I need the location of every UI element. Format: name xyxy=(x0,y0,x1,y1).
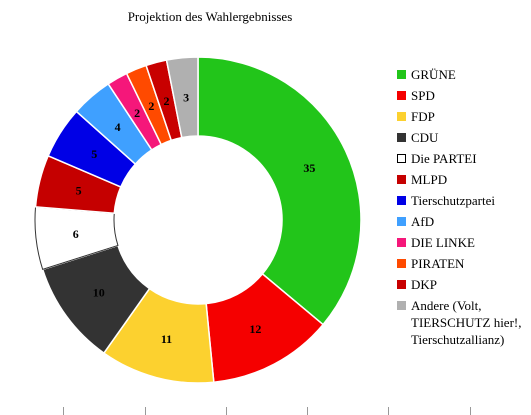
legend-label: CDU xyxy=(411,130,439,145)
data-label: 4 xyxy=(115,120,121,134)
legend-swatch xyxy=(397,154,406,163)
data-label: 2 xyxy=(148,99,154,113)
legend-swatch xyxy=(397,196,406,205)
legend-swatch xyxy=(397,91,406,100)
legend-swatch xyxy=(397,133,406,142)
data-label: 3 xyxy=(183,91,189,105)
legend-item: GRÜNE xyxy=(397,66,531,87)
legend-item: Tierschutzpartei xyxy=(397,192,531,213)
legend-item: Die PARTEI xyxy=(397,150,531,171)
data-label: 11 xyxy=(161,332,172,346)
legend-label: DKP xyxy=(411,277,438,292)
legend-item: AfD xyxy=(397,213,531,234)
data-label: 5 xyxy=(91,147,97,161)
legend-label: FDP xyxy=(411,109,435,124)
legend-swatch xyxy=(397,301,406,310)
legend-label: PIRATEN xyxy=(411,256,465,271)
legend-item: Andere (Volt, TIERSCHUTZ hier!, Tierschu… xyxy=(397,297,531,348)
data-label: 2 xyxy=(134,106,140,120)
legend-label: SPD xyxy=(411,88,435,103)
data-label: 5 xyxy=(76,183,82,197)
data-label: 2 xyxy=(163,94,169,108)
data-label: 10 xyxy=(93,286,105,300)
legend-item: SPD xyxy=(397,87,531,108)
legend-label: Andere (Volt, TIERSCHUTZ hier!, Tierschu… xyxy=(411,298,522,347)
donut-slice xyxy=(197,56,362,326)
chart-title: Projektion des Wahlergebnisses xyxy=(127,9,293,24)
legend-item: DIE LINKE xyxy=(397,234,531,255)
data-label: 35 xyxy=(303,161,315,175)
legend: GRÜNE SPD FDP CDU Die PARTEI MLPD Tierschutzpa… xyxy=(397,66,531,348)
legend-item: FDP xyxy=(397,108,531,129)
legend-swatch xyxy=(397,175,406,184)
legend-item: MLPD xyxy=(397,171,531,192)
legend-swatch xyxy=(397,259,406,268)
legend-swatch xyxy=(397,112,406,121)
data-label: 6 xyxy=(73,227,79,241)
legend-label: DIE LINKE xyxy=(411,235,475,250)
legend-label: Die PARTEI xyxy=(411,151,477,166)
legend-label: GRÜNE xyxy=(411,67,456,82)
legend-swatch xyxy=(397,217,406,226)
data-label: 12 xyxy=(249,322,261,336)
legend-item: CDU xyxy=(397,129,531,150)
legend-swatch xyxy=(397,280,406,289)
legend-swatch xyxy=(397,70,406,79)
legend-item: DKP xyxy=(397,276,531,297)
legend-label: MLPD xyxy=(411,172,448,187)
legend-swatch xyxy=(397,238,406,247)
legend-item: PIRATEN xyxy=(397,255,531,276)
legend-label: AfD xyxy=(411,214,435,229)
donut-slice xyxy=(165,56,199,139)
legend-label: Tierschutzpartei xyxy=(411,193,495,208)
